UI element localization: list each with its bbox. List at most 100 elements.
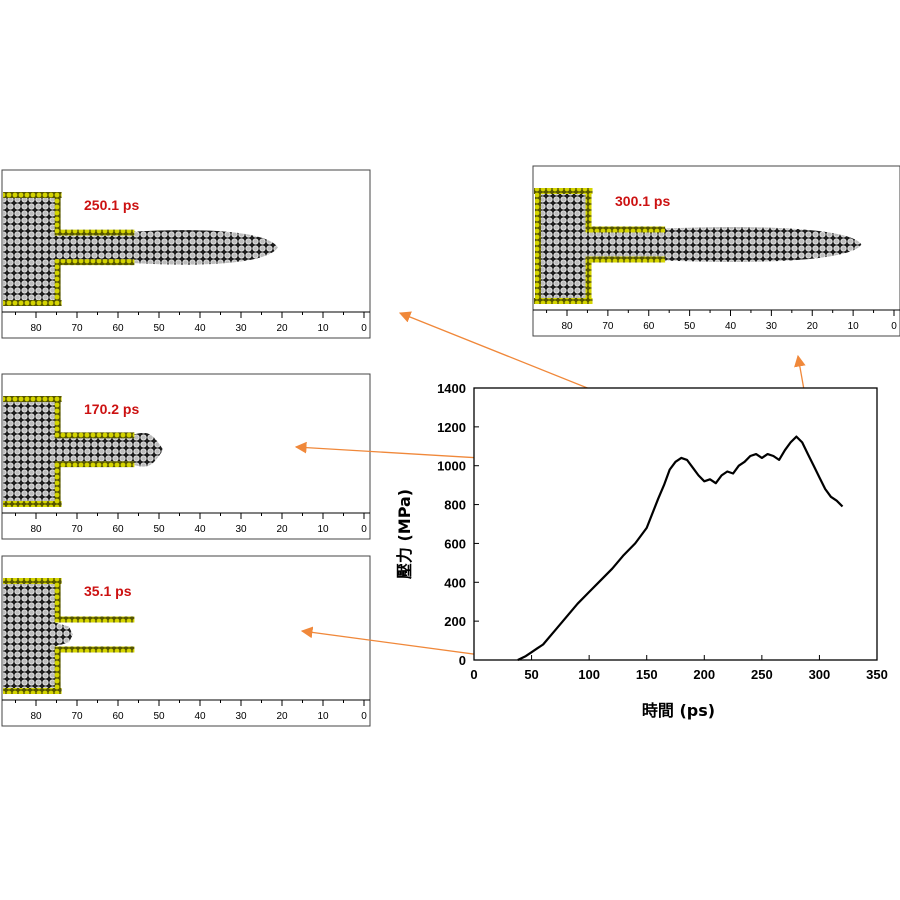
ruler-label: 30	[235, 323, 247, 334]
ruler-label: 60	[112, 711, 124, 722]
wall-right-lower	[54, 646, 61, 694]
channel-top-wall	[54, 432, 135, 439]
jet-atoms	[134, 230, 278, 265]
ruler-label: 70	[71, 524, 83, 535]
ruler-label: 20	[276, 323, 288, 334]
y-tick-label: 600	[444, 536, 466, 551]
ruler-label: 20	[807, 321, 819, 332]
ruler-label: 10	[317, 711, 329, 722]
x-tick-label: 100	[578, 667, 600, 682]
x-tick-label: 150	[636, 667, 658, 682]
ruler-label: 10	[317, 323, 329, 334]
x-tick-label: 350	[866, 667, 888, 682]
ruler-label: 40	[194, 323, 206, 334]
y-axis-title: 壓力 (MPa)	[395, 489, 414, 579]
snapshot-time-label: 35.1 ps	[84, 583, 132, 599]
ruler-label: 80	[561, 321, 573, 332]
snapshot-time-label: 300.1 ps	[615, 193, 670, 209]
x-tick-label: 300	[809, 667, 831, 682]
ruler-label: 70	[71, 323, 83, 334]
wall-bottom	[3, 300, 62, 306]
snapshot-s35: 80 70 60 50 40 30 20 10 0 35.1 ps	[1, 555, 371, 727]
ruler-label: 60	[643, 321, 655, 332]
wall-right-lower	[54, 259, 61, 306]
y-tick-label: 1400	[437, 381, 466, 396]
wall-top	[3, 396, 62, 402]
ruler-label: 70	[602, 321, 614, 332]
wall-structure	[534, 188, 666, 304]
ruler-label: 50	[153, 323, 165, 334]
ruler-label: 0	[361, 323, 367, 334]
wall-structure	[3, 192, 135, 306]
channel-top-wall	[54, 616, 135, 623]
snapshot-time-label: 170.2 ps	[84, 401, 139, 417]
wall-top	[3, 192, 62, 198]
y-tick-label: 800	[444, 498, 466, 513]
ruler-label: 10	[848, 321, 860, 332]
wall-bottom	[3, 501, 62, 507]
ruler-label: 80	[30, 323, 42, 334]
ruler-label: 20	[276, 524, 288, 535]
ruler-label: 0	[891, 321, 897, 332]
ruler-label: 0	[361, 524, 367, 535]
jet-atoms	[134, 432, 164, 467]
ruler-label: 60	[112, 323, 124, 334]
ruler-label: 40	[194, 711, 206, 722]
ruler-label: 20	[276, 711, 288, 722]
plot-frame	[473, 387, 878, 661]
atom-fluid	[3, 198, 278, 300]
reservoir-atoms	[541, 194, 586, 298]
atom-fluid	[3, 584, 73, 688]
snapshot-ruler: 80 70 60 50 40 30 20 10 0	[2, 311, 370, 334]
channel-bottom-wall	[54, 461, 135, 468]
y-tick-label: 0	[459, 653, 466, 668]
reservoir-atoms	[3, 584, 55, 688]
wall-top	[3, 578, 62, 584]
wall-bottom	[3, 688, 62, 694]
wall-right-upper	[54, 578, 61, 623]
ruler-label: 40	[725, 321, 737, 332]
wall-right-lower	[585, 256, 592, 304]
channel-top-wall	[54, 229, 135, 236]
channel-bottom-wall	[54, 646, 135, 653]
x-tick-label: 200	[693, 667, 715, 682]
y-tick-label: 1000	[437, 459, 466, 474]
ruler-label: 30	[235, 524, 247, 535]
channel-bottom-wall	[585, 256, 666, 263]
channel-atoms	[585, 232, 666, 257]
wall-right-upper	[585, 188, 592, 233]
wall-structure	[3, 396, 135, 507]
snapshot-time-label: 250.1 ps	[84, 197, 139, 213]
reservoir-atoms	[3, 402, 55, 501]
channel-atoms	[54, 235, 135, 260]
ruler-label: 10	[317, 524, 329, 535]
ruler-label: 70	[71, 711, 83, 722]
x-tick-label: 50	[524, 667, 538, 682]
snapshot-ruler: 80 70 60 50 40 30 20 10 0	[2, 699, 370, 722]
x-tick-label: 250	[751, 667, 773, 682]
wall-structure	[3, 578, 135, 694]
channel-top-wall	[585, 226, 666, 233]
ruler-label: 30	[235, 711, 247, 722]
reservoir-atoms	[3, 198, 55, 300]
snapshot-ruler: 80 70 60 50 40 30 20 10 0	[533, 309, 900, 332]
snapshot-s250: 80 70 60 50 40 30 20 10 0 250.1 ps	[1, 169, 371, 339]
y-tick-label: 1200	[437, 420, 466, 435]
pressure-chart: 0 50 100 150 200 250 300 350 0 200 400 600 800 1000 12…	[395, 381, 888, 720]
x-axis-title: 時間 (ps)	[642, 701, 715, 720]
ruler-label: 60	[112, 524, 124, 535]
ruler-label: 40	[194, 524, 206, 535]
ruler-label: 80	[30, 524, 42, 535]
jet-atoms	[665, 227, 862, 262]
wall-left	[535, 188, 541, 304]
y-tick-label: 200	[444, 614, 466, 629]
channel-bottom-wall	[54, 259, 135, 266]
atom-fluid	[541, 194, 862, 298]
x-tick-label: 0	[470, 667, 477, 682]
atom-fluid	[3, 402, 164, 501]
ruler-label: 80	[30, 711, 42, 722]
ruler-label: 30	[766, 321, 778, 332]
snapshot-ruler: 80 70 60 50 40 30 20 10 0	[2, 512, 370, 535]
